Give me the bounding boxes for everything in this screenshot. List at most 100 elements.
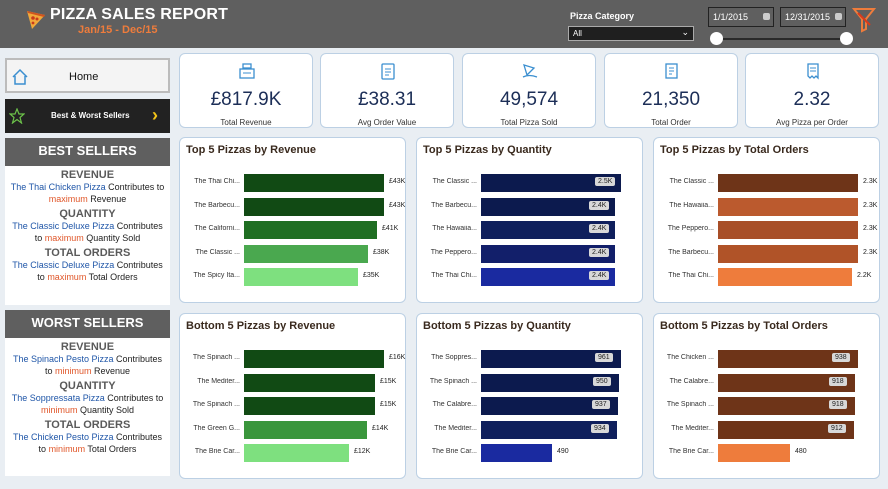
bar[interactable] — [244, 221, 377, 239]
date-slider-start-handle[interactable] — [710, 32, 723, 45]
bar-row[interactable]: The Spinach ... 950 — [417, 373, 642, 392]
bar[interactable] — [718, 350, 858, 368]
bar-row[interactable]: The Thai Chi... 2.2K — [654, 268, 879, 286]
best-worst-sellers-button[interactable]: Best & Worst Sellers › — [5, 99, 170, 133]
report-header: PIZZA SALES REPORT Jan/15 - Dec/15 Pizza… — [0, 0, 888, 48]
bar[interactable] — [481, 444, 552, 462]
bar[interactable] — [481, 350, 621, 368]
bar-row[interactable]: The Barbecu... 2.4K — [417, 197, 642, 216]
bar-row[interactable]: The Spicy Ita... £35K — [180, 268, 405, 286]
bar-row[interactable]: The Calabre... 937 — [417, 397, 642, 415]
bar-row[interactable]: The Classic ... 2.5K — [417, 174, 642, 192]
bar[interactable] — [718, 444, 790, 462]
bar[interactable] — [481, 420, 617, 439]
bar[interactable] — [244, 197, 384, 216]
report-title: PIZZA SALES REPORT — [50, 6, 229, 23]
bar-row[interactable]: The Mediter... £15K — [180, 373, 405, 392]
bar-category-label: The Chicken ... — [666, 354, 714, 361]
bar[interactable] — [481, 397, 618, 415]
bar-row[interactable]: The Hawaiia... 2.4K — [417, 221, 642, 239]
bar-row[interactable]: The Barbecu... 2.3K — [654, 244, 879, 263]
bar-category-label: The Californi... — [194, 225, 240, 232]
bar[interactable] — [481, 373, 619, 392]
bar-row[interactable]: The Barbecu... £43K — [180, 197, 405, 216]
bar-value-label: 2.5K — [595, 177, 616, 186]
bar-row[interactable]: The Chicken ... 938 — [654, 350, 879, 368]
bar[interactable] — [244, 420, 367, 439]
bar[interactable] — [481, 197, 615, 216]
bar[interactable] — [244, 268, 358, 286]
bar-value-label: 950 — [593, 376, 611, 386]
bar[interactable] — [718, 268, 852, 286]
bar[interactable] — [244, 174, 384, 192]
bar-row[interactable]: The Spinach ... £15K — [180, 397, 405, 415]
bar-category-label: The Calabre... — [432, 401, 477, 408]
bar-row[interactable]: The Thai Chi... 2.4K — [417, 268, 642, 286]
bar-row[interactable]: The Classic ... 2.3K — [654, 174, 879, 192]
report-period: Jan/15 - Dec/15 — [78, 24, 158, 36]
bar[interactable] — [718, 244, 858, 263]
bar[interactable] — [244, 244, 368, 263]
bar-row[interactable]: The Green G... £14K — [180, 420, 405, 439]
bar[interactable] — [718, 420, 854, 439]
bar-row[interactable]: The Brie Car... 490 — [417, 444, 642, 462]
bar[interactable] — [481, 244, 615, 263]
bar-row[interactable]: The Californi... £41K — [180, 221, 405, 239]
start-date-value: 1/1/2015 — [713, 12, 749, 22]
bar[interactable] — [244, 373, 375, 392]
bar-value-label: 2.3K — [863, 225, 878, 232]
bar-row[interactable]: The Spinach ... 918 — [654, 397, 879, 415]
bar-value-label: £35K — [363, 272, 380, 279]
start-date-input[interactable]: 1/1/2015 — [708, 7, 774, 27]
bar[interactable] — [244, 397, 375, 415]
end-date-input[interactable]: 12/31/2015 — [780, 7, 846, 27]
bar-value-label: 2.3K — [863, 201, 878, 209]
bar[interactable] — [244, 350, 384, 368]
chevron-down-icon: ⌄ — [681, 27, 689, 37]
bar-row[interactable]: The Soppres... 961 — [417, 350, 642, 368]
bar-row[interactable]: The Mediter... 934 — [417, 420, 642, 439]
kpi-value: £817.9K — [210, 89, 282, 110]
bar-value-label: 2.4K — [589, 200, 610, 210]
chart-title: Top 5 Pizzas by Total Orders — [660, 144, 809, 156]
bar[interactable] — [481, 174, 621, 192]
bar-row[interactable]: The Calabre... 918 — [654, 373, 879, 392]
checklist-icon — [381, 63, 395, 80]
chart-bottom5-quantity: Bottom 5 Pizzas by Quantity The Soppres..… — [416, 313, 643, 479]
bar-row[interactable]: The Peppero... 2.3K — [654, 221, 879, 239]
chart-title: Bottom 5 Pizzas by Quantity — [423, 320, 571, 332]
best-revenue-heading: REVENUE — [60, 169, 115, 181]
bar-category-label: The Soppres... — [431, 354, 477, 361]
sidebar: Home Best & Worst Sellers › BEST SELLERS… — [5, 58, 170, 476]
bar-value-label: 912 — [828, 423, 846, 433]
bar[interactable] — [718, 221, 858, 239]
kpi-label: Total Order — [651, 118, 691, 127]
bar-row[interactable]: The Thai Chi... £43K — [180, 174, 405, 192]
chart-bottom5-orders: Bottom 5 Pizzas by Total Orders The Chick… — [653, 313, 880, 479]
bar-row[interactable]: The Brie Car... £12K — [180, 444, 405, 462]
bar[interactable] — [718, 397, 855, 415]
date-range-slider[interactable] — [716, 38, 846, 40]
filter-icon[interactable] — [852, 7, 876, 33]
bar[interactable] — [718, 197, 858, 216]
bar-value-label: £15K — [380, 401, 397, 408]
bar-row[interactable]: The Brie Car... 480 — [654, 444, 879, 462]
bar[interactable] — [718, 373, 855, 392]
bar-category-label: The Spinach ... — [666, 401, 714, 408]
home-button[interactable]: Home — [5, 58, 170, 93]
bar[interactable] — [718, 174, 858, 192]
bar-row[interactable]: The Classic ... £38K — [180, 244, 405, 263]
bar-row[interactable]: The Hawaiia... 2.3K — [654, 197, 879, 216]
bar-row[interactable]: The Peppero... 2.4K — [417, 244, 642, 263]
bar-row[interactable]: The Spinach ... £16K — [180, 350, 405, 368]
bar-value-label: 2.3K — [863, 178, 878, 185]
best-orders-heading: TOTAL ORDERS — [44, 247, 131, 259]
bar-row[interactable]: The Mediter... 912 — [654, 420, 879, 439]
bar[interactable] — [244, 444, 349, 462]
bar[interactable] — [481, 268, 615, 286]
worst-orders-text: The Chicken Pesto Pizza Contributes to m… — [12, 432, 163, 454]
chart-bottom5-revenue: Bottom 5 Pizzas by Revenue The Spinach ..… — [179, 313, 406, 479]
bar[interactable] — [481, 221, 615, 239]
pizza-category-dropdown[interactable]: All ⌄ — [568, 26, 694, 41]
date-slider-end-handle[interactable] — [840, 32, 853, 45]
